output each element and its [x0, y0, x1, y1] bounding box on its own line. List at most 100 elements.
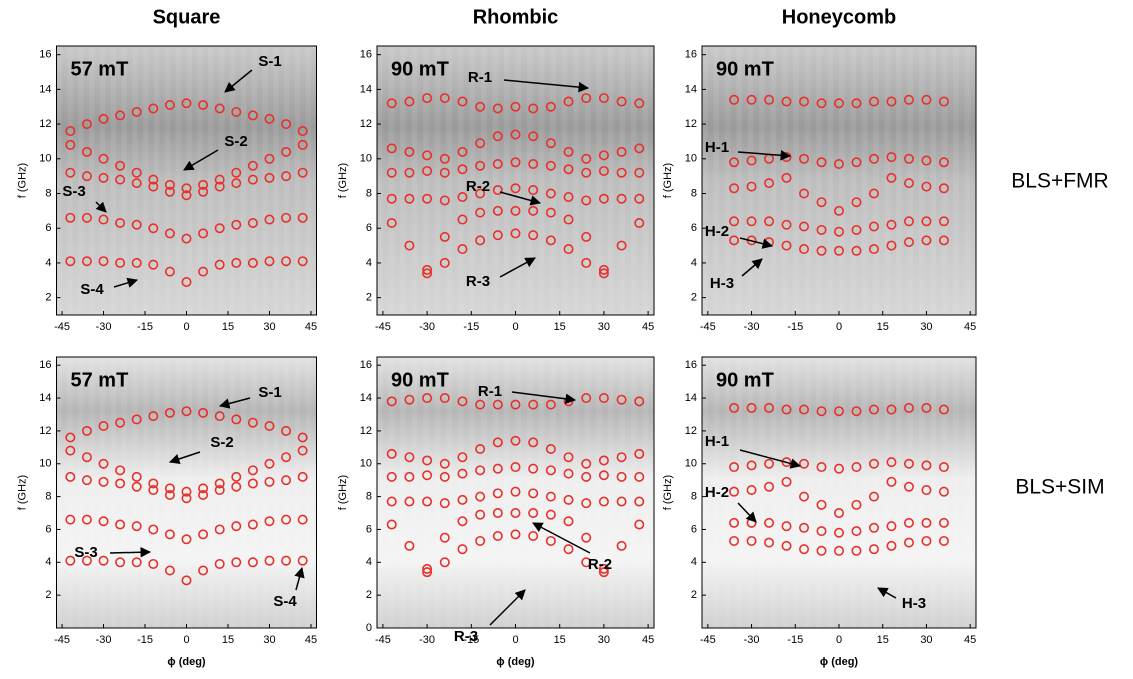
mode-arrow	[741, 258, 763, 277]
y-tick-label: 10	[360, 153, 372, 165]
data-point	[781, 219, 792, 230]
heatmap-stripe	[630, 357, 637, 628]
data-point	[231, 471, 242, 482]
x-tick-label: -45	[700, 321, 716, 333]
data-point	[581, 93, 592, 104]
y-tick-label: 10	[39, 458, 51, 470]
heatmap-stripe	[804, 357, 811, 628]
heatmap-stripe	[896, 357, 902, 628]
data-point	[65, 212, 76, 223]
field-label: 90 mT	[391, 58, 449, 80]
y-tick-label: 14	[685, 83, 697, 95]
mode-arrow	[183, 149, 219, 171]
x-tick-label: 45	[642, 321, 654, 333]
data-point	[181, 183, 192, 194]
data-point	[439, 393, 450, 404]
data-point	[422, 268, 433, 279]
data-point	[816, 157, 827, 168]
heatmap-stripe	[619, 357, 626, 628]
data-point	[764, 402, 775, 413]
heatmap-stripe	[110, 46, 117, 315]
heatmap-stripe	[736, 357, 742, 628]
data-point	[198, 179, 209, 190]
data-point	[297, 445, 308, 456]
data-point	[164, 100, 175, 111]
column-title: Rhombic	[473, 6, 559, 28]
mode-label: R-1	[468, 69, 492, 86]
data-point	[729, 235, 740, 246]
heatmap-stripe	[377, 46, 383, 315]
data-point	[422, 193, 433, 204]
data-point	[439, 257, 450, 268]
data-point	[764, 216, 775, 227]
data-point	[781, 172, 792, 183]
data-point	[746, 94, 757, 105]
heatmap-stripe	[492, 46, 499, 315]
data-point	[98, 153, 109, 164]
data-point	[492, 463, 503, 474]
data-point	[581, 471, 592, 482]
data-point	[510, 529, 521, 540]
data-point	[131, 521, 142, 532]
data-point	[181, 575, 192, 586]
y-axis-label: f (GHz)	[337, 475, 349, 510]
heatmap-stripe	[400, 357, 406, 628]
data-point	[545, 491, 556, 502]
heatmap-stripe	[642, 46, 649, 315]
data-point	[868, 96, 879, 107]
data-point	[65, 256, 76, 267]
data-point	[938, 486, 949, 497]
data-point	[457, 494, 468, 505]
y-tick-label: 16	[685, 49, 697, 61]
data-point	[764, 481, 775, 492]
data-point	[475, 235, 486, 246]
heatmap-stripe	[724, 357, 731, 628]
data-point	[297, 212, 308, 223]
heatmap-stripe	[186, 46, 192, 315]
y-tick-label: 14	[685, 392, 697, 404]
mode-label: S-3	[62, 183, 85, 200]
y-axis-label: f (GHz)	[16, 475, 28, 510]
heatmap-stripe	[918, 357, 925, 628]
heatmap-stripe	[132, 357, 138, 628]
heatmap-stripe	[480, 46, 487, 315]
data-point	[816, 462, 827, 473]
data-point	[422, 567, 433, 578]
data-point	[115, 110, 126, 121]
data-point	[799, 404, 810, 415]
data-point	[886, 404, 897, 415]
heatmap-stripe	[930, 46, 937, 315]
x-axis-label: ϕ (deg)	[820, 656, 859, 668]
heatmap-stripe	[584, 357, 591, 628]
data-point	[616, 540, 627, 551]
data-point	[903, 216, 914, 227]
data-point	[746, 460, 757, 471]
data-point	[214, 558, 225, 569]
heatmap-stripe	[219, 357, 225, 628]
data-point	[439, 153, 450, 164]
data-point	[492, 205, 503, 216]
heatmap-stripe	[294, 46, 301, 315]
data-point	[98, 458, 109, 469]
data-point	[247, 557, 258, 568]
heatmap-stripe	[759, 46, 765, 315]
data-point	[781, 240, 792, 251]
heatmap-stripe	[850, 357, 857, 628]
data-point	[198, 407, 209, 418]
x-tick-label: 30	[598, 634, 610, 646]
heatmap-stripe	[964, 46, 971, 315]
heatmap-stripe	[186, 357, 192, 628]
y-tick-label: 2	[691, 292, 697, 304]
data-point	[938, 235, 949, 246]
data-point	[281, 452, 292, 463]
data-point	[164, 489, 175, 500]
heatmap-stripe	[388, 357, 395, 628]
heatmap-stripe	[781, 46, 788, 315]
data-point	[598, 264, 609, 275]
y-tick-label: 16	[360, 49, 372, 61]
data-point	[264, 516, 275, 527]
data-point	[833, 463, 844, 474]
data-point	[868, 404, 879, 415]
data-point	[181, 98, 192, 109]
data-point	[115, 417, 126, 428]
